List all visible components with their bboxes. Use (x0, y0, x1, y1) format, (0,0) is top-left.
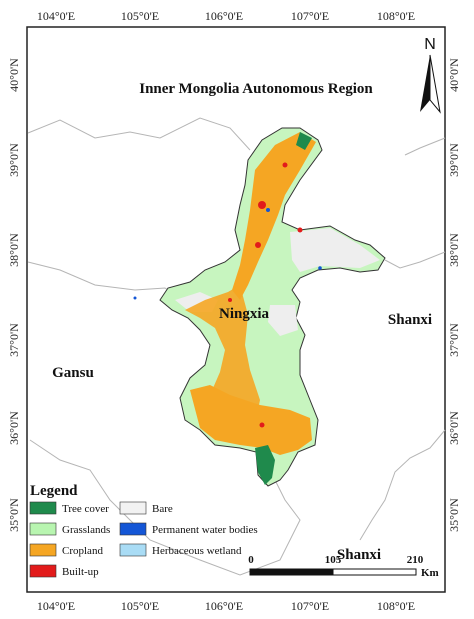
north-arrow-label: N (424, 36, 436, 53)
region-label-inner-mongolia: Inner Mongolia Autonomous Region (139, 81, 373, 97)
right-tick: 38°0'N (447, 233, 461, 267)
region-label-shanxi: Shanxi (388, 312, 432, 328)
scale-unit: Km (421, 567, 439, 579)
left-axis-ticks: 40°0'N 39°0'N 38°0'N 37°0'N 36°0'N 35°0'… (7, 58, 21, 532)
legend-item: Cropland (29, 543, 103, 557)
right-tick: 36°0'N (447, 411, 461, 445)
legend-label: Built-up (62, 566, 99, 578)
legend-item: Herbaceous wetland (119, 543, 242, 557)
legend-title: Legend (30, 483, 78, 499)
left-tick: 39°0'N (7, 143, 21, 177)
legend-item: Built-up (29, 564, 99, 578)
legend-label: Cropland (62, 545, 103, 557)
ningxia-landcover (133, 127, 386, 487)
legend-label: Herbaceous wetland (152, 545, 242, 557)
legend-swatch-built-up (29, 564, 57, 578)
left-tick: 40°0'N (7, 58, 21, 92)
bottom-tick: 105°0'E (121, 599, 159, 613)
legend-swatch-tree-cover (29, 501, 57, 515)
region-label-gansu: Gansu (52, 365, 94, 381)
legend: Legend Tree cover Grasslands Cropland Bu… (29, 483, 258, 578)
legend-item: Grasslands (29, 522, 110, 536)
bottom-axis-ticks: 104°0'E 105°0'E 106°0'E 107°0'E 108°0'E (37, 599, 415, 613)
bottom-tick: 107°0'E (291, 599, 329, 613)
top-axis-ticks: 104°0'E 105°0'E 106°0'E 107°0'E 108°0'E (37, 9, 415, 23)
legend-swatch-cropland (29, 543, 57, 557)
right-axis-ticks: 40°0'N 39°0'N 38°0'N 37°0'N 36°0'N 35°0'… (447, 58, 461, 532)
region-label-shanxi-bottom: Shanxi (337, 547, 381, 563)
top-tick: 105°0'E (121, 9, 159, 23)
legend-label: Permanent water bodies (152, 524, 258, 536)
right-tick: 35°0'N (447, 498, 461, 532)
right-tick: 39°0'N (447, 143, 461, 177)
north-arrow-icon: N (420, 36, 441, 114)
legend-item: Bare (119, 501, 173, 515)
left-tick: 38°0'N (7, 233, 21, 267)
top-tick: 107°0'E (291, 9, 329, 23)
legend-label: Tree cover (62, 503, 109, 515)
scale-label: 105 (325, 554, 342, 566)
region-label-ningxia: Ningxia (219, 306, 270, 322)
bottom-tick: 108°0'E (377, 599, 415, 613)
legend-label: Grasslands (62, 524, 110, 536)
left-tick: 37°0'N (7, 323, 21, 357)
legend-item: Permanent water bodies (119, 522, 258, 536)
right-tick: 37°0'N (447, 323, 461, 357)
legend-swatch-bare (119, 501, 147, 515)
legend-swatch-water (119, 522, 147, 536)
scale-label: 0 (248, 554, 254, 566)
bottom-tick: 104°0'E (37, 599, 75, 613)
legend-item: Tree cover (29, 501, 109, 515)
scale-bar: 0 105 210 Km (248, 554, 438, 579)
legend-swatch-wetland (119, 543, 147, 557)
left-tick: 36°0'N (7, 411, 21, 445)
top-tick: 104°0'E (37, 9, 75, 23)
left-tick: 35°0'N (7, 498, 21, 532)
right-tick: 40°0'N (447, 58, 461, 92)
legend-swatch-grasslands (29, 522, 57, 536)
legend-label: Bare (152, 503, 173, 515)
top-tick: 108°0'E (377, 9, 415, 23)
scale-label: 210 (407, 554, 424, 566)
bottom-tick: 106°0'E (205, 599, 243, 613)
top-tick: 106°0'E (205, 9, 243, 23)
